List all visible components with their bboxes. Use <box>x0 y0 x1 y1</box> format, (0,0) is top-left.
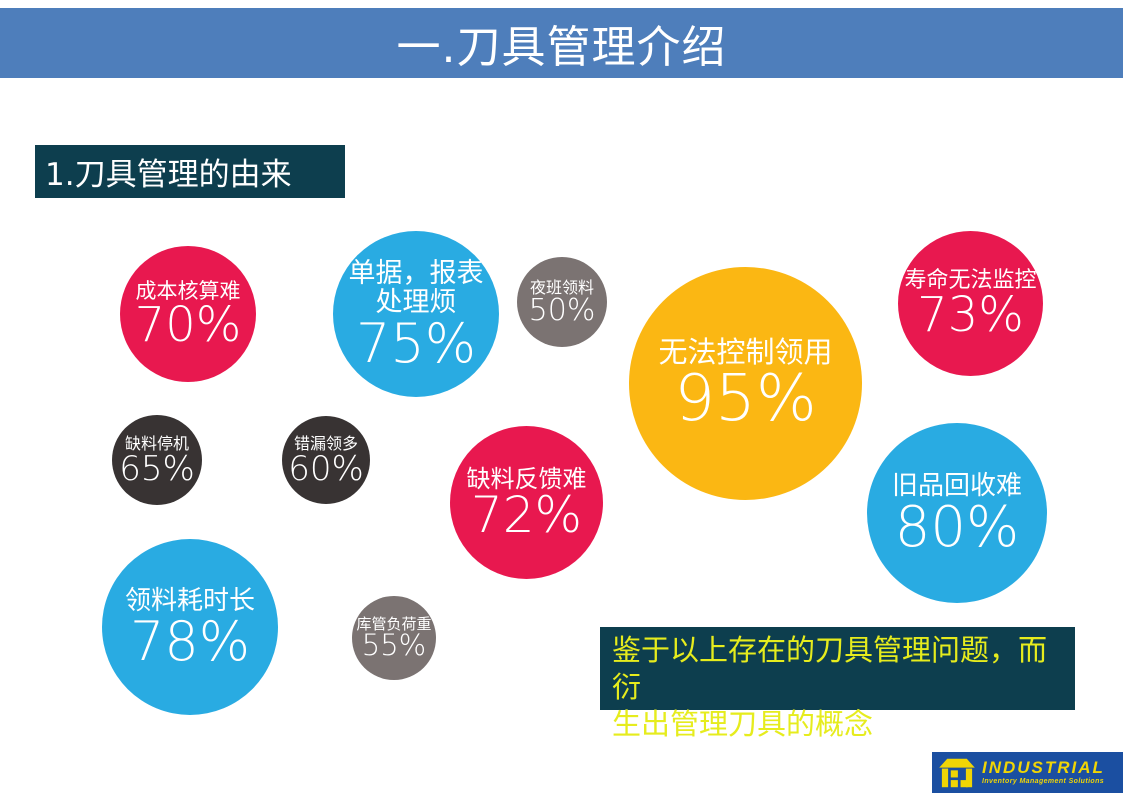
logo-tagline: Inventory Management Solutions <box>982 777 1105 785</box>
bubble-picking-time: 领料耗时长 78% <box>102 539 278 715</box>
bubble-storekeeper-load: 库管负荷重 55% <box>352 596 436 680</box>
warehouse-icon <box>939 757 975 789</box>
bubble-label: 缺料停机 <box>124 434 189 454</box>
logo-name: INDUSTRIAL <box>982 758 1105 778</box>
bubble-label: 寿命无法监控 <box>904 267 1037 293</box>
bubble-value: 75% <box>355 312 477 376</box>
bubble-value: 50% <box>528 292 596 328</box>
bubble-return-recycling: 旧品回收难 80% <box>867 423 1047 603</box>
slide-header: 一.刀具管理介绍 <box>0 8 1123 78</box>
section-label: 1.刀具管理的由来 <box>45 157 292 193</box>
bubble-label: 单据，报表 处理烦 <box>348 257 484 319</box>
bubble-shortage-feedback: 缺料反馈难 72% <box>450 426 603 579</box>
page-title: 一.刀具管理介绍 <box>396 22 727 73</box>
bubble-paperwork: 单据，报表 处理烦 75% <box>333 231 499 397</box>
bubble-label: 夜班领料 <box>529 277 594 297</box>
bubble-label: 缺料反馈难 <box>466 464 587 493</box>
bubble-label: 领料耗时长 <box>124 586 255 617</box>
bubble-value: 73% <box>917 286 1024 343</box>
bubble-value: 70% <box>134 296 242 353</box>
bubble-night-shift: 夜班领料 50% <box>517 257 607 347</box>
company-logo: INDUSTRIAL Inventory Management Solution… <box>932 752 1123 793</box>
bubble-label: 成本核算难 <box>135 278 241 303</box>
bubble-tool-life-monitoring: 寿命无法监控 73% <box>898 231 1043 376</box>
bubble-value: 65% <box>119 448 195 489</box>
bubble-label: 库管负荷重 <box>356 614 432 633</box>
bubble-value: 78% <box>129 609 251 673</box>
bubble-label: 旧品回收难 <box>891 471 1022 502</box>
bubble-value: 60% <box>288 448 364 489</box>
section-label-box: 1.刀具管理的由来 <box>35 145 345 198</box>
bubble-value: 95% <box>674 362 817 437</box>
bubble-cost-accounting: 成本核算难 70% <box>120 246 256 382</box>
bubble-uncontrolled-issue: 无法控制领用 95% <box>629 267 862 500</box>
bubble-value: 72% <box>470 485 583 544</box>
bubble-wrong-picking: 错漏领多 60% <box>282 416 370 504</box>
conclusion-box: 鉴于以上存在的刀具管理问题，而衍 生出管理刀具的概念 <box>600 627 1075 741</box>
conclusion-text: 鉴于以上存在的刀具管理问题，而衍 生出管理刀具的概念 <box>612 633 1048 741</box>
bubble-stockout-downtime: 缺料停机 65% <box>112 415 202 505</box>
bubble-label: 无法控制领用 <box>658 335 833 370</box>
bubble-value: 80% <box>894 494 1020 560</box>
logo-text: INDUSTRIAL Inventory Management Solution… <box>982 759 1105 786</box>
bubble-value: 55% <box>361 628 427 663</box>
bubble-label: 错漏领多 <box>293 434 358 454</box>
